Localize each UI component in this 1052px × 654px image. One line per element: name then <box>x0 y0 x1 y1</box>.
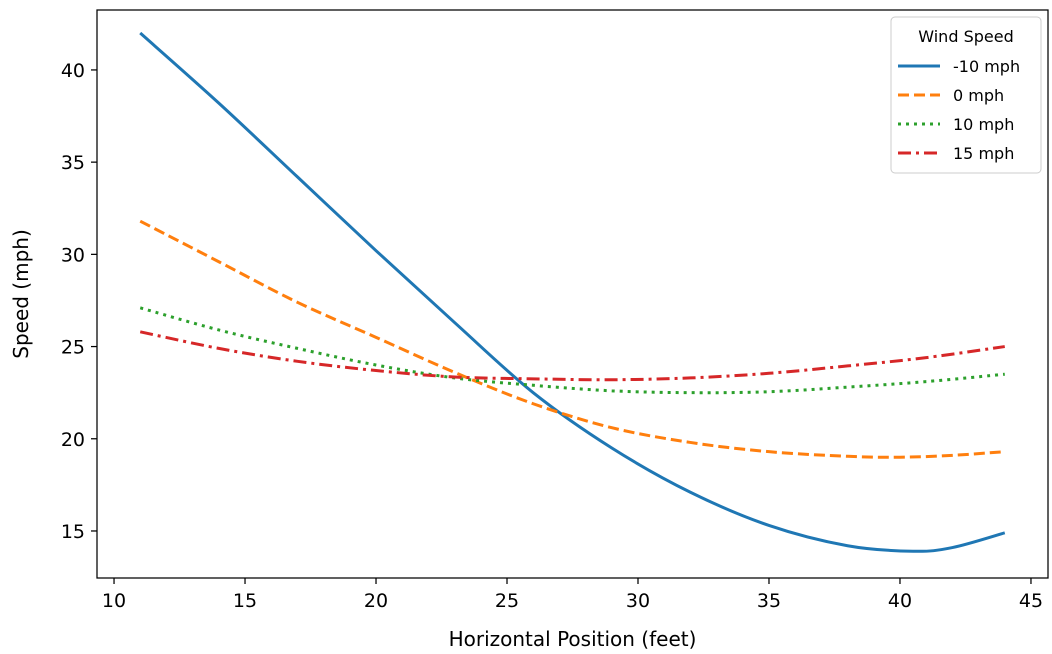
series-layer <box>139 31 1006 553</box>
y-axis-label: Speed (mph) <box>9 229 33 359</box>
y-axis: 15 20 25 30 35 40 <box>61 60 97 543</box>
legend-title: Wind Speed <box>918 27 1013 46</box>
legend-label-3: 15 mph <box>953 144 1014 163</box>
legend-items: -10 mph 0 mph 10 mph 15 mph <box>898 57 1020 163</box>
series-line-0 <box>139 31 1006 553</box>
y-tick-label: 30 <box>61 244 85 266</box>
legend: Wind Speed -10 mph 0 mph 10 mph 15 mph <box>890 16 1042 174</box>
y-tick-label: 20 <box>61 429 85 451</box>
x-tick-label: 20 <box>364 590 388 612</box>
x-tick-label: 40 <box>888 590 912 612</box>
x-axis: 10 15 20 25 30 35 40 45 <box>102 578 1043 612</box>
legend-label-2: 10 mph <box>953 115 1014 134</box>
y-tick-label: 40 <box>61 60 85 82</box>
series-line-2 <box>139 306 1005 395</box>
x-axis-label: Horizontal Position (feet) <box>449 627 697 651</box>
x-tick-label: 25 <box>495 590 519 612</box>
y-tick-label: 15 <box>61 521 85 543</box>
plot-frame <box>96 9 1049 579</box>
y-tick-label: 35 <box>61 152 85 174</box>
legend-box <box>890 16 1042 174</box>
y-tick-label: 25 <box>61 337 85 359</box>
series-line-1 <box>139 219 1005 459</box>
x-tick-label: 30 <box>626 590 650 612</box>
x-tick-label: 15 <box>233 590 257 612</box>
x-tick-label: 45 <box>1019 590 1043 612</box>
series-line-3 <box>139 330 1005 382</box>
legend-label-0: -10 mph <box>953 57 1020 76</box>
legend-label-1: 0 mph <box>953 86 1004 105</box>
x-tick-label: 10 <box>102 590 126 612</box>
x-tick-label: 35 <box>757 590 781 612</box>
